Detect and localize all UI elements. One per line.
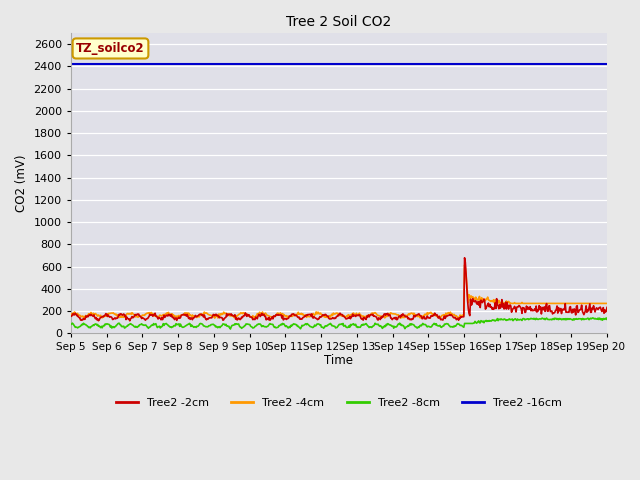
X-axis label: Time: Time	[324, 354, 353, 367]
Title: Tree 2 Soil CO2: Tree 2 Soil CO2	[286, 15, 392, 29]
Legend: Tree2 -2cm, Tree2 -4cm, Tree2 -8cm, Tree2 -16cm: Tree2 -2cm, Tree2 -4cm, Tree2 -8cm, Tree…	[111, 393, 566, 412]
Y-axis label: CO2 (mV): CO2 (mV)	[15, 155, 28, 212]
Text: TZ_soilco2: TZ_soilco2	[76, 42, 145, 55]
